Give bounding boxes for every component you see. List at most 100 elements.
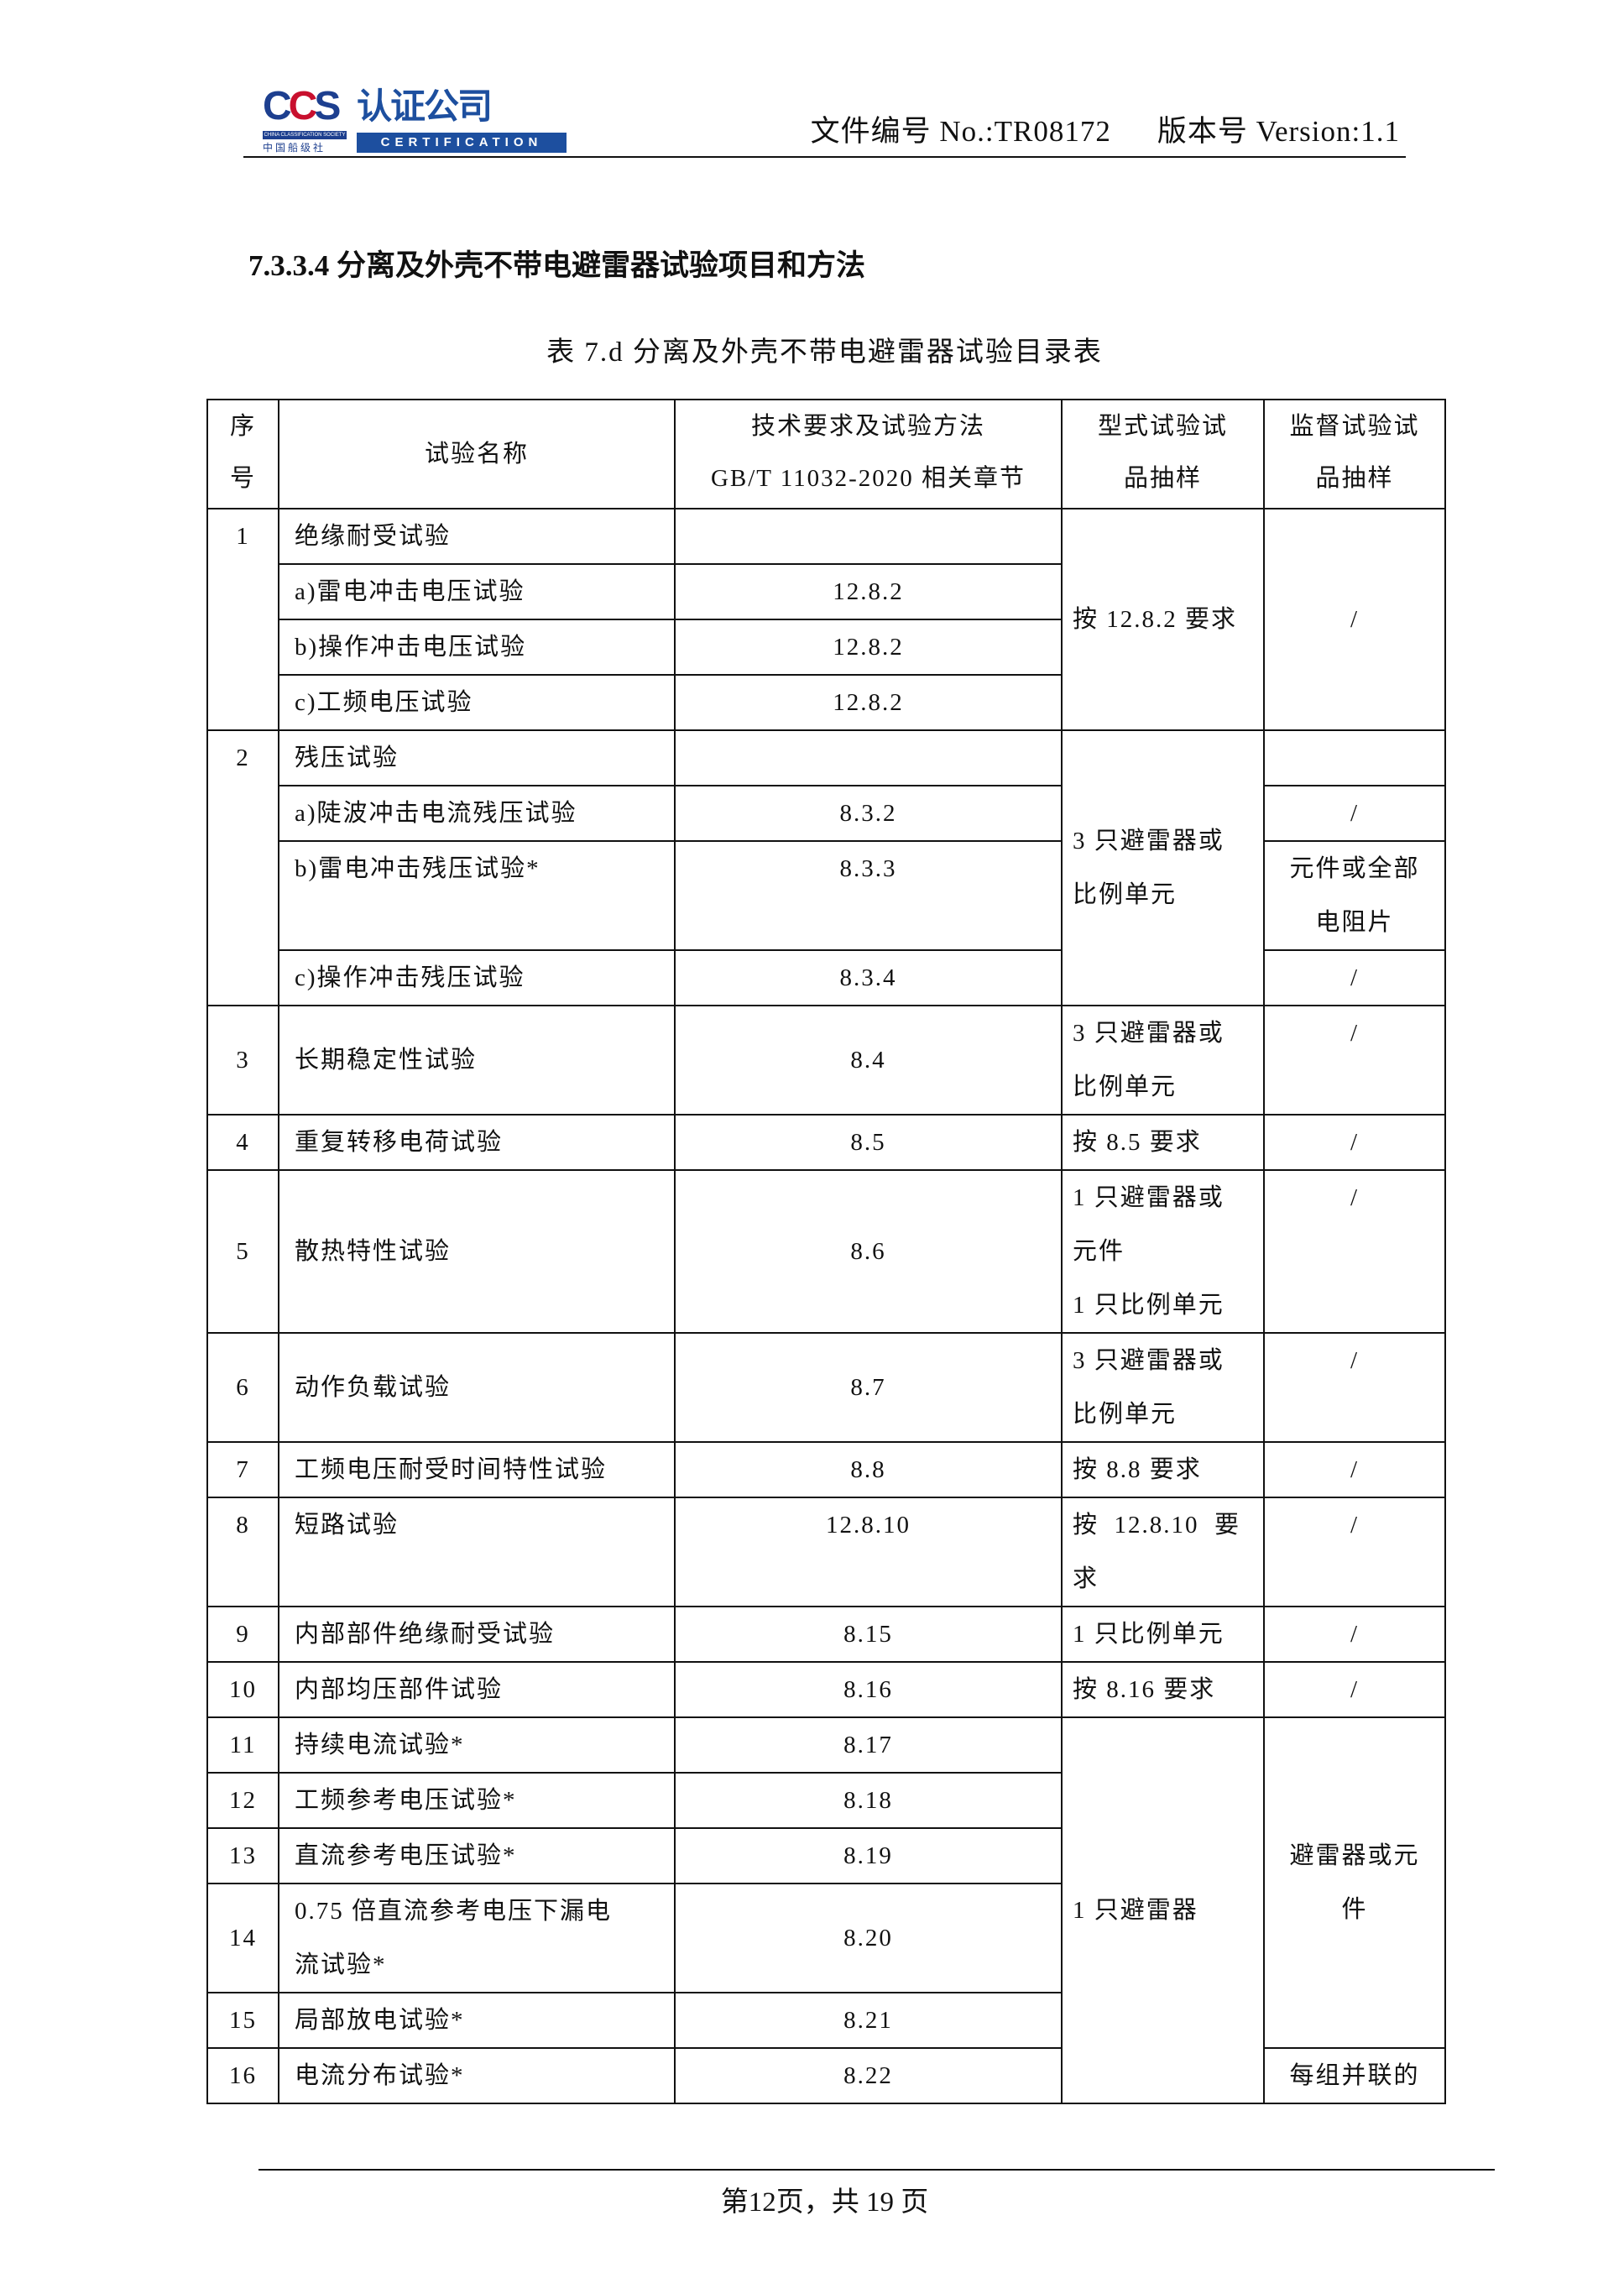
test-name: 动作负载试验	[278, 1332, 676, 1443]
supervision-sampling: /	[1263, 1606, 1446, 1663]
test-name: 持续电流试验*	[278, 1716, 676, 1774]
table-row: a)陡波冲击电流残压试验 8.3.2 /	[207, 785, 1446, 842]
logo-society-cn: 中国船级社	[263, 142, 326, 154]
test-items-table: 序 号 试验名称 技术要求及试验方法 GB/T 11032-2020 相关章节 …	[206, 399, 1446, 2104]
row-no: 10	[206, 1661, 279, 1718]
page-number: 第12页，共 19 页	[720, 2187, 929, 2218]
row-no: 5	[206, 1169, 279, 1334]
clause: 8.4	[674, 1005, 1063, 1115]
supervision-sampling: /	[1263, 949, 1446, 1006]
test-name: 内部均压部件试验	[278, 1661, 676, 1718]
clause: 8.19	[674, 1827, 1063, 1884]
table-row: 7 工频电压耐受时间特性试验 8.8 按 8.8 要求 /	[206, 1441, 1446, 1498]
table-row: b)雷电冲击残压试验* 8.3.3 元件或全部 电阻片	[207, 840, 1446, 951]
table-row: 5 散热特性试验 8.6 1 只避雷器或 元件 1 只比例单元 /	[206, 1169, 1446, 1334]
row-no: 1	[206, 508, 279, 731]
table-header-row: 序 号 试验名称 技术要求及试验方法 GB/T 11032-2020 相关章节 …	[206, 399, 1446, 509]
supervision-sampling: 避雷器或元 件	[1263, 1716, 1446, 2049]
clause: 8.21	[674, 1992, 1063, 2049]
test-name: 散热特性试验	[278, 1169, 676, 1334]
test-name: c)操作冲击残压试验	[278, 949, 676, 1006]
table-row: 9 内部部件绝缘耐受试验 8.15 1 只比例单元 /	[206, 1606, 1446, 1663]
type-sampling: 3 只避雷器或 比例单元	[1061, 1332, 1265, 1443]
document-number: 文件编号 No.:TR08172 版本号 Version:1.1	[811, 107, 1400, 150]
row-no: 12	[206, 1772, 279, 1829]
test-name: 重复转移电荷试验	[278, 1114, 676, 1171]
type-sampling: 1 只避雷器或 元件 1 只比例单元	[1061, 1169, 1265, 1334]
header-no: 序 号	[206, 399, 279, 509]
clause: 8.18	[674, 1772, 1063, 1829]
supervision-sampling: /	[1263, 1005, 1446, 1115]
type-sampling: 按 12.8.10 要 求	[1061, 1497, 1265, 1607]
row-no: 13	[206, 1827, 279, 1884]
test-name: a)陡波冲击电流残压试验	[278, 785, 676, 842]
row-no: 16	[206, 2047, 279, 2104]
test-name: 直流参考电压试验*	[278, 1827, 676, 1884]
footer-divider	[258, 2169, 1495, 2171]
row-no: 3	[206, 1005, 279, 1115]
logo-society-en: CHINA CLASSIFICATION SOCIETY	[263, 131, 347, 139]
table-row: 14 0.75 倍直流参考电压下漏电 流试验* 8.20	[206, 1883, 1445, 1993]
clause: 12.8.2	[674, 563, 1063, 620]
supervision-sampling: /	[1263, 1441, 1446, 1498]
test-name: 绝缘耐受试验	[278, 508, 676, 565]
test-name: b)操作冲击电压试验	[278, 619, 676, 676]
ccs-certification-logo: CCS 认证公司 CHINA CLASSIFICATION SOCIETY 中国…	[263, 84, 573, 154]
row-no: 14	[206, 1883, 279, 1993]
clause: 8.16	[674, 1661, 1063, 1718]
supervision-sampling: /	[1263, 508, 1446, 731]
table-row: 12 工频参考电压试验* 8.18	[206, 1772, 1445, 1829]
supervision-sampling: /	[1263, 1332, 1446, 1443]
clause: 12.8.2	[674, 619, 1063, 676]
row-no: 9	[206, 1606, 279, 1663]
supervision-sampling: /	[1263, 1497, 1446, 1607]
test-name: 残压试验	[278, 729, 676, 786]
table-row: 4 重复转移电荷试验 8.5 按 8.5 要求 /	[206, 1114, 1446, 1171]
table-row: 10 内部均压部件试验 8.16 按 8.16 要求 /	[206, 1661, 1446, 1718]
table-row: 16 电流分布试验* 8.22 每组并联的	[206, 2047, 1446, 2104]
test-name: 内部部件绝缘耐受试验	[278, 1606, 676, 1663]
type-sampling: 1 只避雷器	[1061, 1716, 1265, 2104]
type-sampling: 1 只比例单元	[1061, 1606, 1265, 1663]
table-row: 15 局部放电试验* 8.21	[206, 1992, 1445, 2049]
supervision-sampling	[1263, 729, 1446, 786]
logo-sub: CERTIFICATION	[357, 133, 567, 153]
supervision-sampling: 每组并联的	[1263, 2047, 1446, 2104]
header-type-sampling: 型式试验试 品抽样	[1061, 399, 1265, 509]
row-no: 2	[206, 729, 279, 1006]
clause: 8.3.3	[674, 840, 1063, 951]
test-name: a)雷电冲击电压试验	[278, 563, 676, 620]
clause	[674, 729, 1063, 786]
clause: 8.3.4	[674, 949, 1063, 1006]
clause: 8.5	[674, 1114, 1063, 1171]
doc-no: 文件编号 No.:TR08172	[810, 115, 1111, 148]
type-sampling: 3 只避雷器或 比例单元	[1061, 1005, 1265, 1115]
row-no: 7	[206, 1441, 279, 1498]
supervision-sampling: 元件或全部 电阻片	[1263, 840, 1446, 951]
test-name: 0.75 倍直流参考电压下漏电 流试验*	[278, 1883, 676, 1993]
type-sampling: 3 只避雷器或 比例单元	[1061, 729, 1265, 1006]
clause: 8.20	[674, 1883, 1063, 1993]
test-name: 工频参考电压试验*	[278, 1772, 676, 1829]
clause: 8.6	[674, 1169, 1063, 1334]
test-name: c)工频电压试验	[278, 674, 676, 731]
clause: 8.15	[674, 1606, 1063, 1663]
table-row: 13 直流参考电压试验* 8.19	[206, 1827, 1445, 1884]
table-row: 1 绝缘耐受试验 按 12.8.2 要求 /	[206, 508, 1446, 731]
version: 版本号 Version:1.1	[1157, 115, 1400, 148]
supervision-sampling: /	[1263, 785, 1446, 842]
table-row: 11 持续电流试验* 8.17 1 只避雷器 避雷器或元 件	[206, 1716, 1446, 2104]
table-row: c)操作冲击残压试验 8.3.4 /	[207, 949, 1446, 1006]
table-row: 8 短路试验 12.8.10 按 12.8.10 要 求 /	[206, 1497, 1446, 1607]
type-sampling: 按 8.16 要求	[1061, 1661, 1265, 1718]
row-no: 15	[206, 1992, 279, 2049]
logo-mark: CCS	[263, 84, 341, 128]
supervision-sampling: /	[1263, 1169, 1446, 1334]
clause: 12.8.2	[674, 674, 1063, 731]
clause: 8.22	[674, 2047, 1063, 2104]
clause: 8.3.2	[674, 785, 1063, 842]
supervision-sampling: /	[1263, 1114, 1446, 1171]
type-sampling: 按 8.5 要求	[1061, 1114, 1265, 1171]
table-row: c)工频电压试验 12.8.2	[207, 674, 1445, 731]
type-sampling: 按 12.8.2 要求	[1061, 508, 1265, 731]
